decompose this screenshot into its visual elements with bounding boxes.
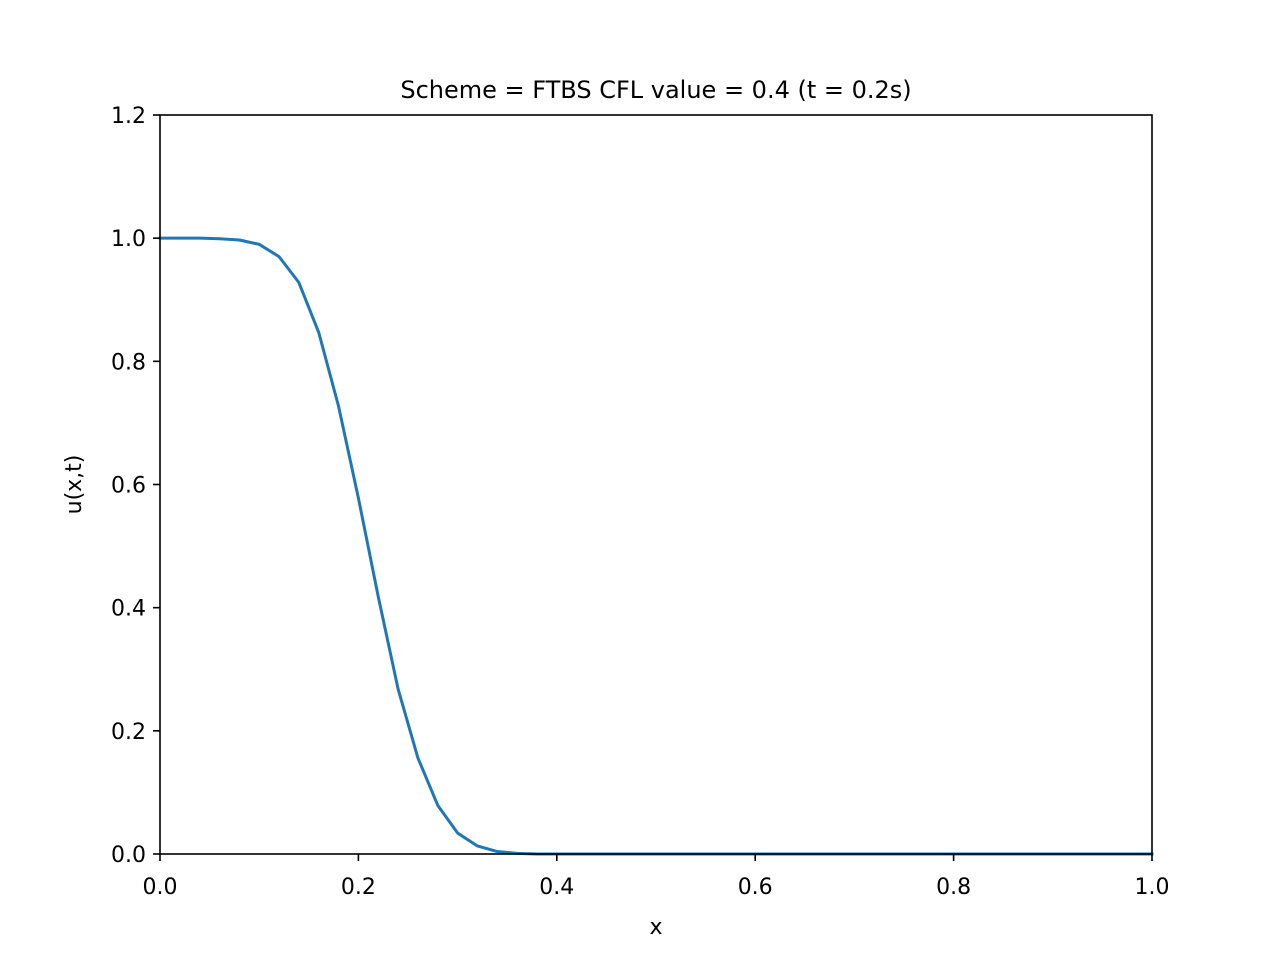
y-tick-label: 0.4: [111, 597, 146, 622]
x-tick-label: 0.8: [936, 875, 971, 900]
y-tick-label: 0.0: [111, 843, 146, 868]
x-tick-label: 0.0: [143, 875, 178, 900]
y-axis-label: u(x,t): [62, 455, 87, 515]
x-tick-label: 0.2: [341, 875, 376, 900]
y-tick-label: 1.2: [111, 104, 146, 129]
y-tick-label: 1.0: [111, 227, 146, 252]
y-tick-label: 0.2: [111, 720, 146, 745]
y-axis-ticks: 0.0 0.2 0.4 0.6 0.8 1.0 1.2: [111, 104, 160, 868]
x-tick-label: 0.6: [738, 875, 773, 900]
chart-title: Scheme = FTBS CFL value = 0.4 (t = 0.2s): [400, 76, 911, 104]
x-axis-ticks: 0.0 0.2 0.4 0.6 0.8 1.0: [143, 854, 1170, 900]
y-tick-label: 0.8: [111, 350, 146, 375]
y-tick-label: 0.6: [111, 474, 146, 499]
x-axis-label: x: [649, 915, 662, 940]
x-tick-label: 0.4: [539, 875, 574, 900]
x-tick-label: 1.0: [1135, 875, 1170, 900]
